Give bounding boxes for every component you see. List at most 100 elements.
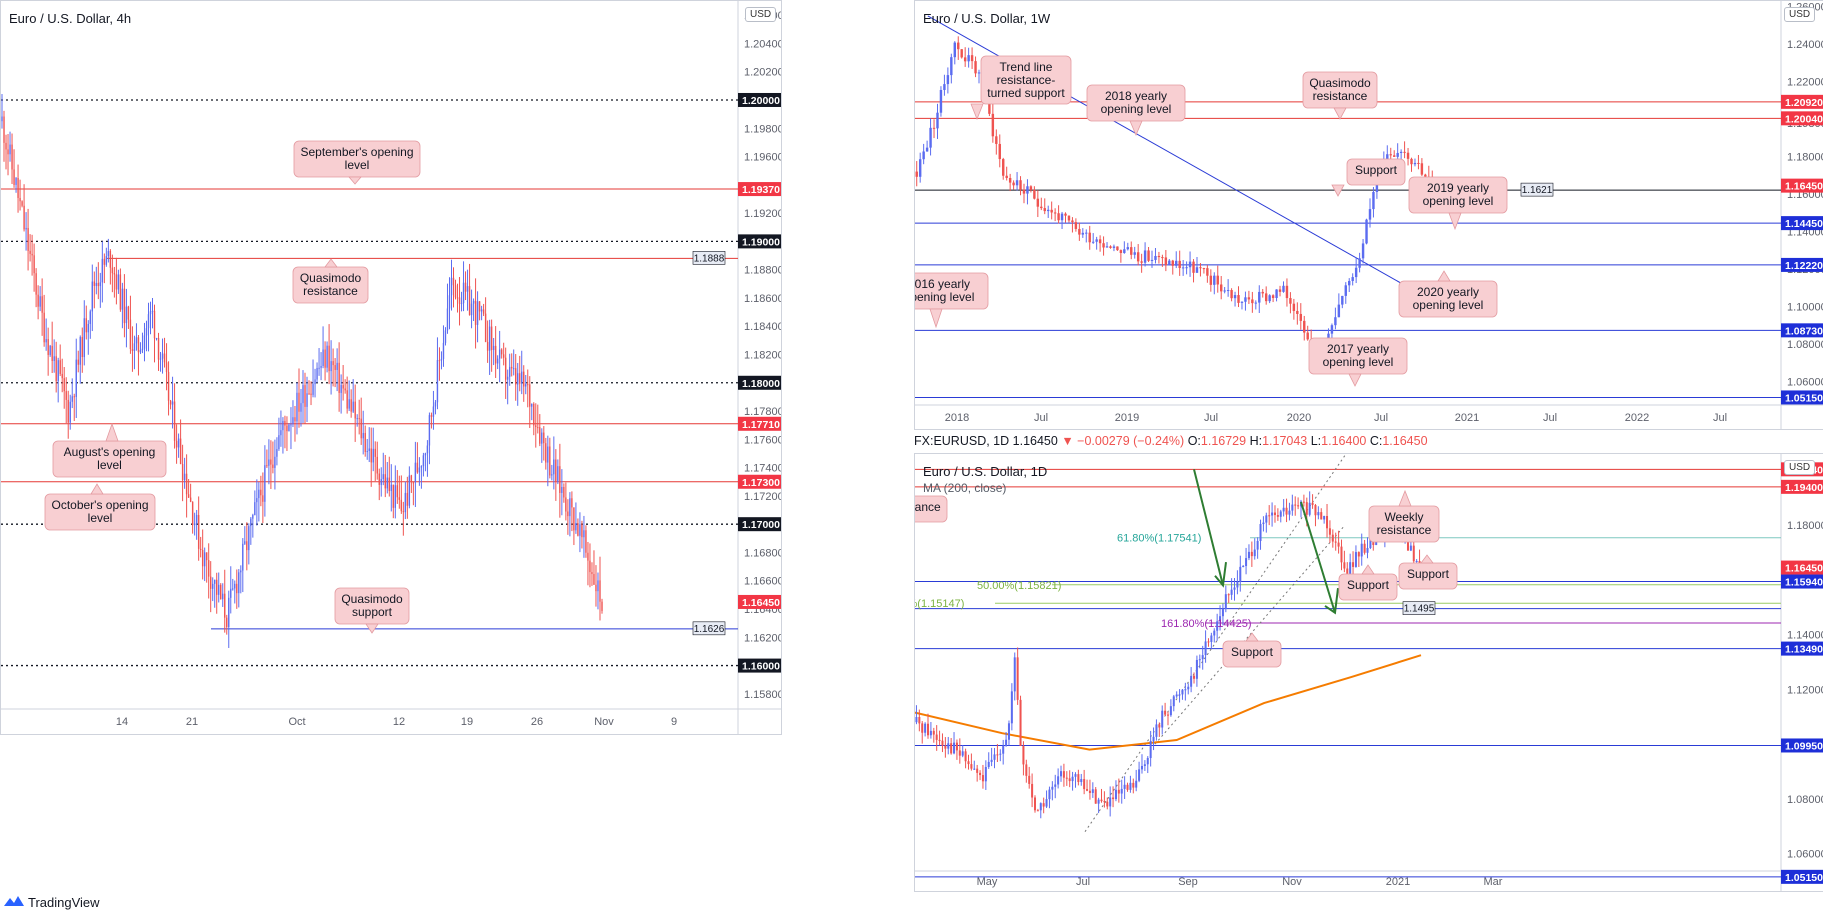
w1-candle bbox=[1341, 295, 1344, 305]
d1-candle bbox=[1068, 778, 1071, 782]
d1-price-tick: 1.18000 bbox=[1787, 520, 1823, 532]
w1-candle bbox=[1126, 247, 1130, 250]
h4-candle bbox=[601, 601, 603, 611]
w1-candle bbox=[977, 72, 981, 74]
h4-candle bbox=[260, 489, 262, 496]
w1-candle bbox=[1230, 290, 1233, 299]
currency-badge-1d[interactable]: USD bbox=[1784, 460, 1816, 475]
chart-panel-1d[interactable]: 1.180001.160001.140001.120001.100001.080… bbox=[914, 453, 1823, 892]
d1-candle bbox=[1305, 502, 1308, 515]
h4-candle bbox=[103, 258, 106, 265]
brand-name[interactable]: TradingView bbox=[28, 895, 100, 910]
h4-candle bbox=[454, 285, 457, 298]
h4-callout-quasimodo-res-pointer bbox=[324, 258, 338, 268]
currency-badge-4h[interactable]: USD bbox=[745, 7, 777, 22]
w1-candle bbox=[1365, 219, 1368, 244]
h4-candle bbox=[81, 337, 83, 358]
h4-candle bbox=[573, 507, 575, 531]
d1-date-tick: May bbox=[977, 876, 998, 888]
d1-candle bbox=[1126, 784, 1129, 790]
h4-candle bbox=[173, 401, 176, 441]
h4-candle bbox=[195, 514, 198, 524]
h4-candle bbox=[565, 497, 567, 512]
d1-fib-500-label: 50.00%(1.15821) bbox=[977, 580, 1061, 592]
h4-candle bbox=[577, 523, 579, 536]
d1-candle bbox=[1094, 789, 1097, 804]
chart-1w-svg[interactable]: 1.260001.240001.220001.200001.198001.180… bbox=[915, 1, 1823, 429]
chart-1d-svg[interactable]: 1.180001.160001.140001.120001.100001.080… bbox=[915, 454, 1823, 891]
w1-candle bbox=[960, 49, 963, 58]
h4-candle bbox=[131, 349, 134, 351]
h4-candle bbox=[17, 178, 19, 198]
d1-candle bbox=[1239, 566, 1242, 582]
w1-candle bbox=[932, 127, 936, 129]
d1-callout-support-c: Support bbox=[1231, 645, 1274, 659]
d1-candle bbox=[1328, 528, 1331, 535]
h4-candle bbox=[422, 455, 425, 467]
w1-date-tick: Jul bbox=[1374, 412, 1388, 424]
d1-candle bbox=[929, 730, 932, 736]
chart-4h-svg[interactable]: 1.206001.204001.202001.200001.198001.196… bbox=[1, 1, 781, 734]
h4-candle bbox=[364, 432, 366, 452]
d1-candle bbox=[1033, 797, 1037, 811]
h4-candle bbox=[99, 282, 102, 287]
w1-tag-2-0873: 1.08730 bbox=[1785, 325, 1823, 337]
d1-candle bbox=[1158, 724, 1161, 728]
w1-candle bbox=[1303, 320, 1306, 333]
h4-candle bbox=[406, 492, 409, 506]
w1-candle bbox=[1195, 267, 1199, 273]
w1-candle bbox=[1168, 260, 1171, 266]
h4-candle bbox=[61, 373, 63, 379]
close-value: 1.16450 bbox=[1382, 434, 1428, 448]
d1-candle bbox=[1190, 675, 1193, 687]
d1-candle bbox=[1412, 545, 1415, 562]
ma-indicator-label[interactable]: MA (200, close) bbox=[923, 481, 1007, 495]
h4-candle bbox=[414, 462, 417, 483]
h4-candle bbox=[151, 310, 154, 312]
h4-candle bbox=[300, 403, 302, 412]
w1-candle bbox=[995, 136, 998, 144]
d1-candle bbox=[1106, 801, 1109, 807]
h4-candle bbox=[418, 467, 421, 473]
d1-candle bbox=[1164, 710, 1167, 715]
d1-channel-line-1 bbox=[1084, 455, 1346, 832]
chart-panel-1w[interactable]: 1.260001.240001.220001.200001.198001.180… bbox=[914, 0, 1823, 430]
d1-candle bbox=[1161, 710, 1164, 728]
h4-date-tick: 26 bbox=[531, 716, 543, 728]
d1-candle bbox=[941, 740, 944, 746]
h4-candle bbox=[420, 466, 423, 468]
d1-candle bbox=[1178, 694, 1181, 696]
h4-candle bbox=[352, 401, 354, 412]
d1-candle bbox=[1259, 524, 1262, 541]
h4-candle bbox=[39, 296, 41, 307]
d1-candle bbox=[1233, 587, 1236, 590]
chart-panel-4h[interactable]: 1.206001.204001.202001.200001.198001.196… bbox=[0, 0, 782, 735]
d1-candle bbox=[935, 734, 938, 740]
d1-candle bbox=[1366, 548, 1369, 553]
d1-candle bbox=[1048, 789, 1051, 800]
h4-candle bbox=[537, 427, 539, 429]
w1-candle bbox=[1181, 267, 1185, 269]
d1-candle bbox=[1002, 745, 1005, 754]
h4-candle bbox=[362, 432, 364, 439]
d1-candle bbox=[1415, 561, 1418, 563]
d1-tag-3-0515-bg bbox=[1781, 869, 1823, 884]
h4-candle bbox=[137, 337, 140, 353]
d1-candle bbox=[1357, 552, 1360, 557]
symbol-name[interactable]: FX:EURUSD, 1D bbox=[914, 434, 1010, 448]
w1-candle bbox=[1161, 257, 1164, 259]
d1-callout-support-c-pointer bbox=[1245, 632, 1259, 642]
h4-candle bbox=[19, 197, 21, 202]
h4-candle bbox=[316, 367, 318, 380]
h4-candle bbox=[111, 267, 114, 274]
h4-candle bbox=[348, 399, 350, 409]
w1-candle bbox=[1223, 290, 1226, 292]
d1-fib-382-label: 38.20%(1.15147) bbox=[915, 598, 964, 610]
d1-candle bbox=[1155, 724, 1158, 737]
h4-candle bbox=[246, 541, 248, 551]
h4-candle bbox=[49, 345, 51, 355]
h4-candle bbox=[121, 288, 124, 310]
h4-candle bbox=[519, 373, 521, 384]
currency-badge-1w[interactable]: USD bbox=[1784, 7, 1816, 22]
w1-candle bbox=[1154, 255, 1157, 260]
